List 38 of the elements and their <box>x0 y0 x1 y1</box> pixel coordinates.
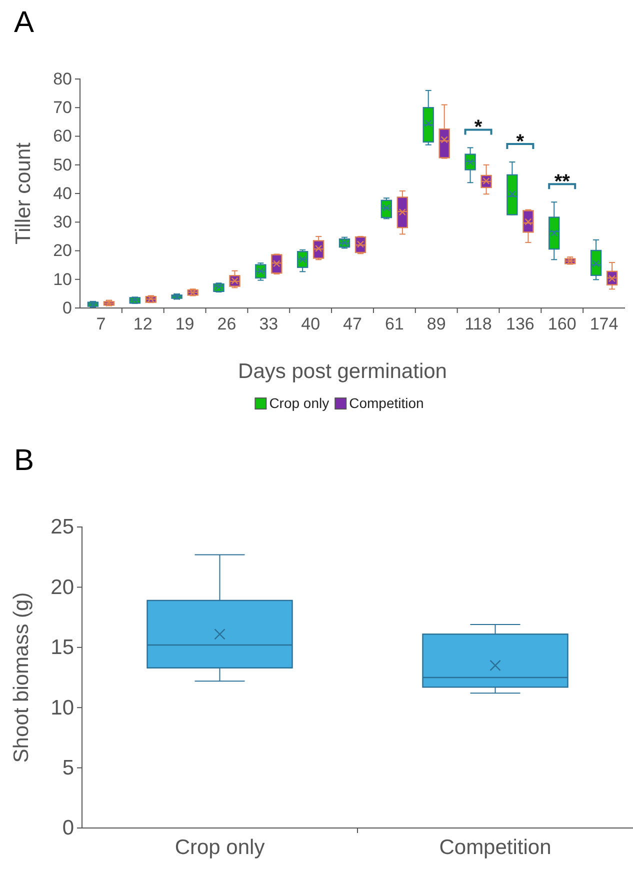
x-tick-label: 136 <box>506 314 534 334</box>
y-tick-label: 80 <box>53 69 72 88</box>
y-tick-label: 40 <box>53 184 72 203</box>
chart-title: B <box>14 444 34 477</box>
y-tick-label: 25 <box>50 516 74 539</box>
y-tick-label: 50 <box>53 155 72 174</box>
x-tick-label: 174 <box>590 314 618 334</box>
y-tick-label: 5 <box>62 756 74 780</box>
x-tick-label: 89 <box>426 314 446 334</box>
y-tick-label: 20 <box>53 241 72 260</box>
x-tick-label: 118 <box>464 314 492 334</box>
x-tick-label: 26 <box>217 314 236 334</box>
y-tick-label: 15 <box>50 636 74 660</box>
x-tick-label: 33 <box>259 314 278 334</box>
x-tick-label: 160 <box>548 314 576 334</box>
legend-label: Crop only <box>269 395 330 411</box>
y-tick-label: 10 <box>53 270 72 289</box>
annotation: * <box>516 131 524 154</box>
y-tick-label: 30 <box>53 212 72 232</box>
x-tick-label: 47 <box>343 314 362 334</box>
y-tick-label: 60 <box>53 126 72 146</box>
x-axis-title: Days post germination <box>238 360 447 383</box>
legend-label: Competition <box>349 395 424 411</box>
x-tick-label: 19 <box>175 314 194 334</box>
y-tick-label: 0 <box>62 298 72 318</box>
y-axis-title: Tiller count <box>12 142 35 244</box>
y-tick-label: 0 <box>62 816 74 840</box>
x-tick-label: 61 <box>384 314 404 334</box>
annotation: ** <box>554 171 570 194</box>
x-tick-label: 40 <box>301 314 320 334</box>
annotation: * <box>474 116 482 139</box>
y-tick-label: 10 <box>50 696 74 720</box>
y-tick-label: 20 <box>50 576 74 599</box>
x-tick-label: 7 <box>96 314 106 334</box>
y-axis-title: Shoot biomass (g) <box>10 592 33 763</box>
x-tick-label: 12 <box>133 314 152 334</box>
y-tick-label: 70 <box>53 98 72 118</box>
chart-title: A <box>14 6 34 39</box>
